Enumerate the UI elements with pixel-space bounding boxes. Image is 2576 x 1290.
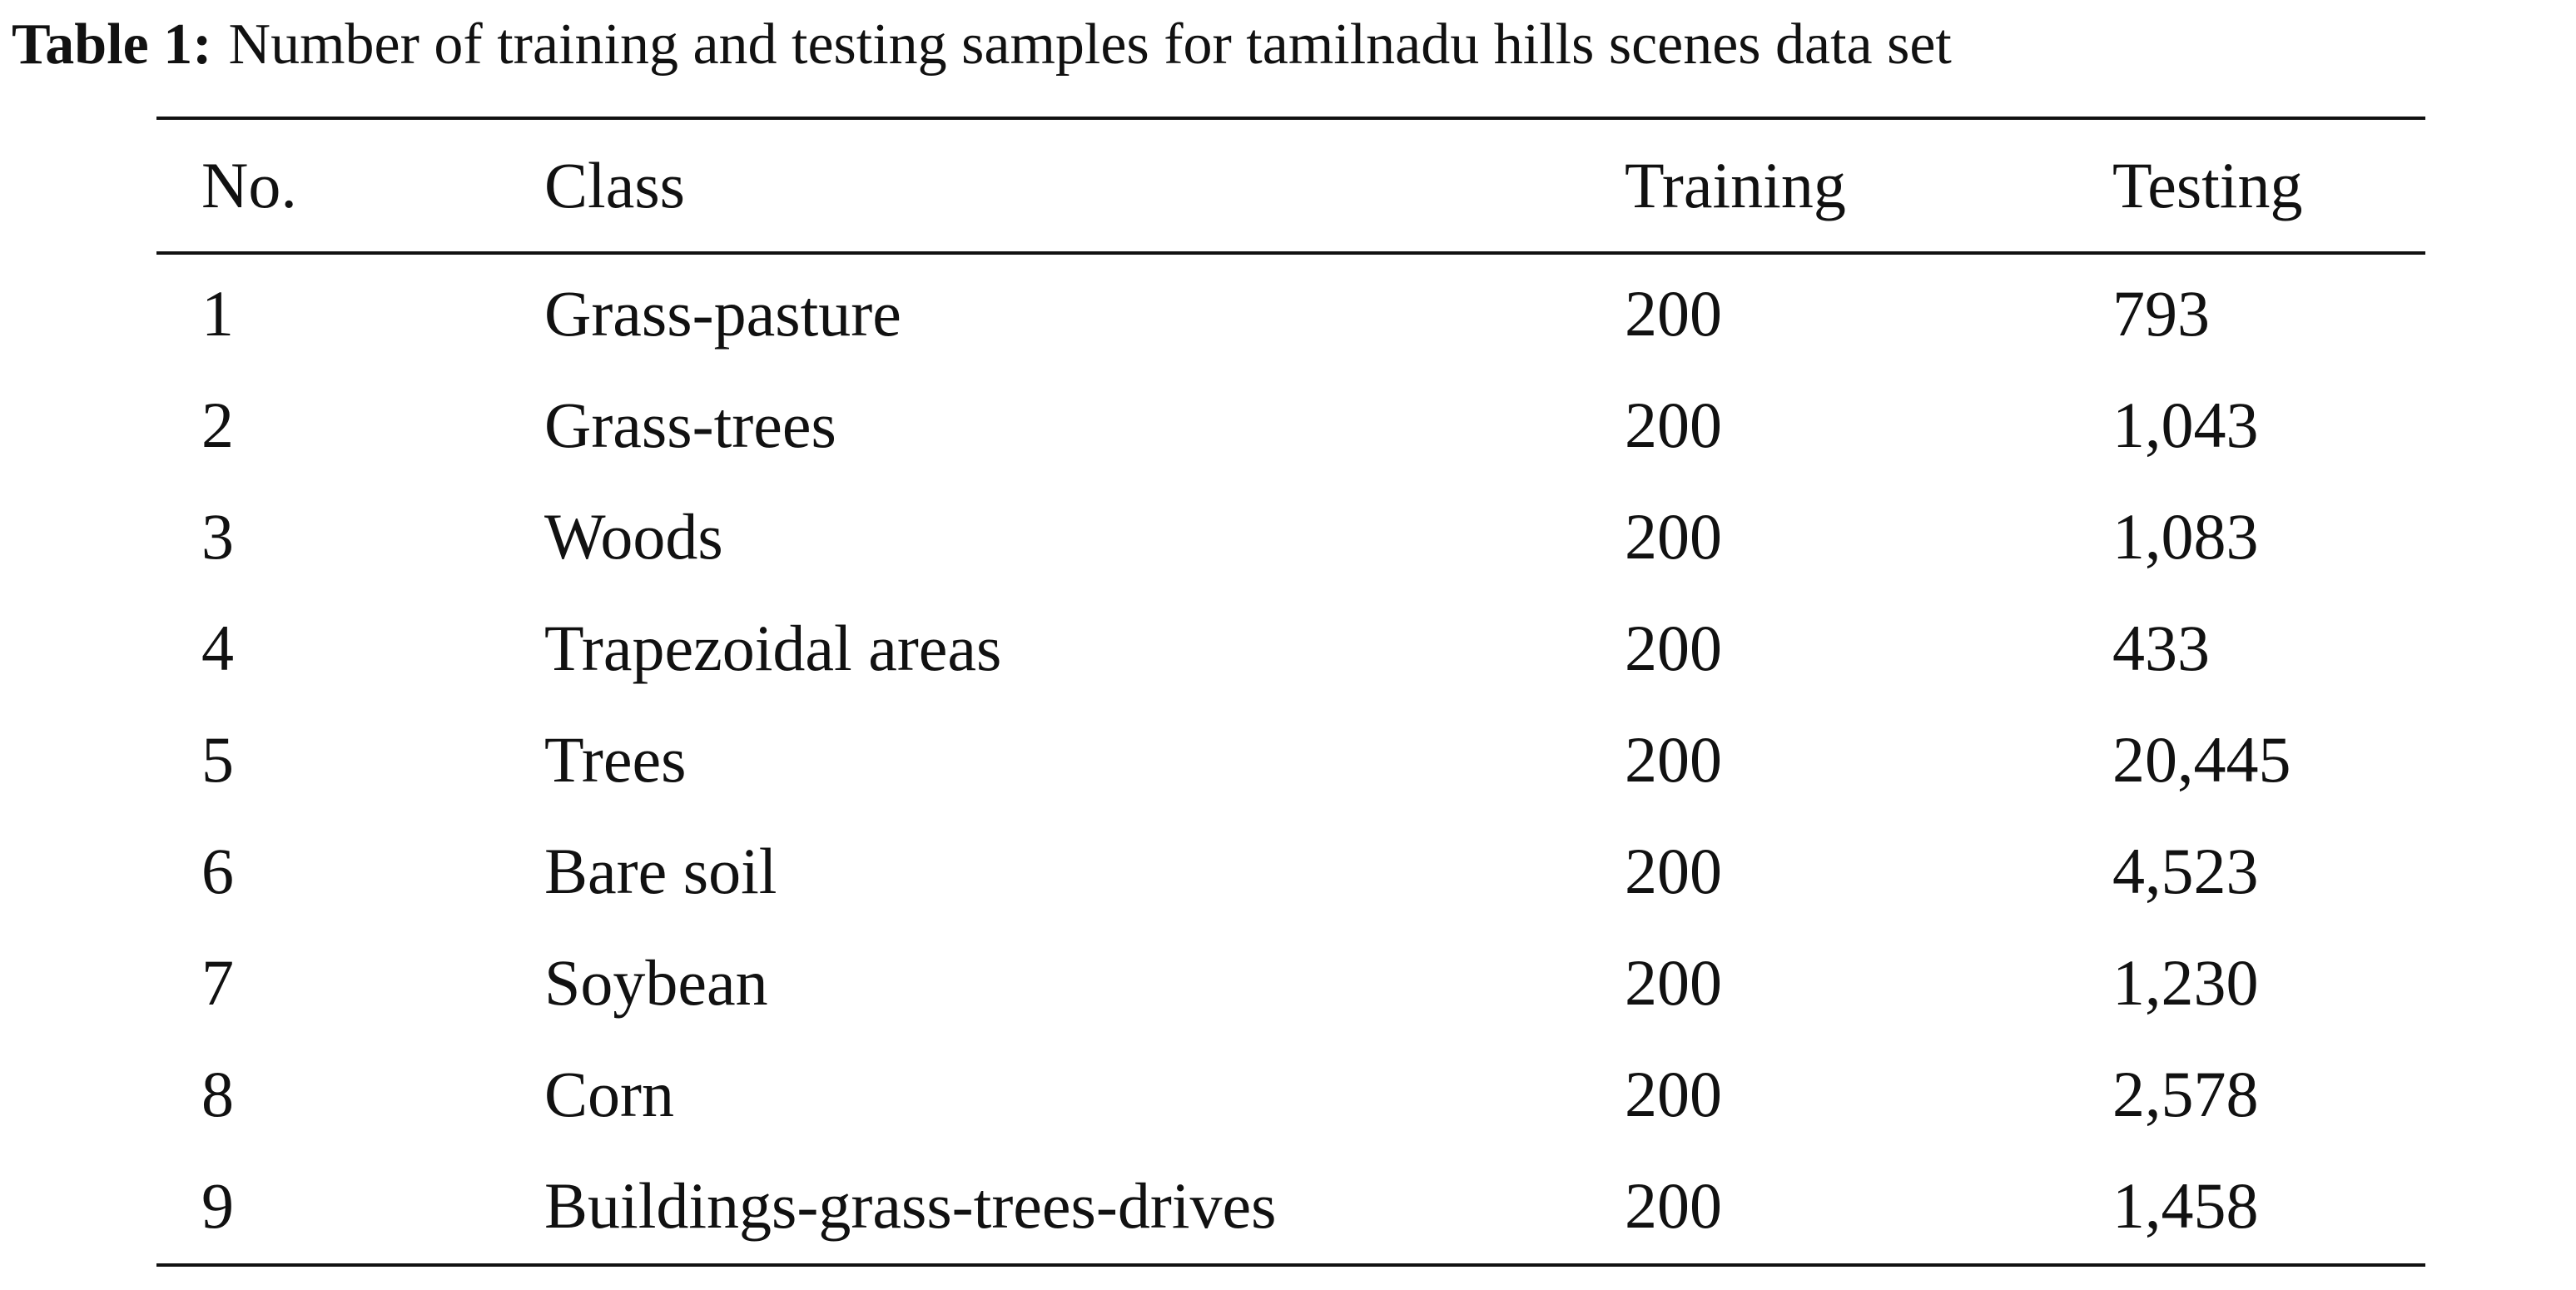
- cell-class: Buildings-grass-trees-drives: [544, 1169, 1277, 1242]
- cell-no: 5: [201, 723, 234, 796]
- cell-no: 1: [201, 277, 234, 350]
- cell-class: Trapezoidal areas: [544, 612, 1002, 684]
- cell-testing: 1,458: [2112, 1169, 2259, 1242]
- table-header-row: No. Class Training Testing: [156, 120, 2425, 251]
- cell-training: 200: [1625, 612, 1722, 684]
- cell-training: 200: [1625, 1169, 1722, 1242]
- cell-testing: 4,523: [2112, 835, 2259, 907]
- cell-no: 6: [201, 835, 234, 907]
- table-caption-label: Table 1:: [12, 12, 212, 77]
- cell-no: 3: [201, 500, 234, 573]
- cell-training: 200: [1625, 500, 1722, 573]
- header-no: No.: [201, 149, 297, 221]
- cell-class: Grass-trees: [544, 389, 836, 461]
- cell-class: Bare soil: [544, 835, 777, 907]
- cell-class: Woods: [544, 500, 723, 573]
- table-caption-text: Number of training and testing samples f…: [228, 12, 1952, 77]
- cell-class: Grass-pasture: [544, 277, 901, 350]
- table-caption: Table 1: Number of training and testing s…: [12, 10, 2567, 80]
- cell-testing: 1,230: [2112, 946, 2259, 1019]
- table-row: 7 Soybean 200 1,230: [156, 927, 2425, 1039]
- table-body: 1 Grass-pasture 200 793 2 Grass-trees 20…: [156, 255, 2425, 1263]
- cell-no: 8: [201, 1058, 234, 1130]
- cell-no: 2: [201, 389, 234, 461]
- table-row: 2 Grass-trees 200 1,043: [156, 370, 2425, 481]
- cell-training: 200: [1625, 723, 1722, 796]
- table-row: 1 Grass-pasture 200 793: [156, 258, 2425, 370]
- table-row: 6 Bare soil 200 4,523: [156, 816, 2425, 927]
- cell-training: 200: [1625, 277, 1722, 350]
- cell-training: 200: [1625, 1058, 1722, 1130]
- cell-testing: 433: [2112, 612, 2210, 684]
- cell-no: 4: [201, 612, 234, 684]
- table-row: 3 Woods 200 1,083: [156, 481, 2425, 593]
- cell-testing: 1,083: [2112, 500, 2259, 573]
- cell-training: 200: [1625, 389, 1722, 461]
- header-training: Training: [1625, 149, 1846, 221]
- header-testing: Testing: [2112, 149, 2303, 221]
- table-header-rule: [156, 251, 2425, 255]
- cell-class: Trees: [544, 723, 687, 796]
- cell-no: 7: [201, 946, 234, 1019]
- table-row: 5 Trees 200 20,445: [156, 704, 2425, 816]
- cell-no: 9: [201, 1169, 234, 1242]
- header-class: Class: [544, 149, 686, 221]
- table-row: 9 Buildings-grass-trees-drives 200 1,458: [156, 1150, 2425, 1262]
- cell-class: Corn: [544, 1058, 674, 1130]
- table-bottom-rule: [156, 1263, 2425, 1267]
- cell-training: 200: [1625, 835, 1722, 907]
- cell-training: 200: [1625, 946, 1722, 1019]
- cell-testing: 793: [2112, 277, 2210, 350]
- cell-testing: 20,445: [2112, 723, 2291, 796]
- table-top-rule: [156, 117, 2425, 120]
- cell-testing: 2,578: [2112, 1058, 2259, 1130]
- cell-class: Soybean: [544, 946, 768, 1019]
- table-row: 8 Corn 200 2,578: [156, 1039, 2425, 1150]
- samples-table: No. Class Training Testing 1 Grass-pastu…: [156, 117, 2425, 1267]
- table-row: 4 Trapezoidal areas 200 433: [156, 593, 2425, 704]
- cell-testing: 1,043: [2112, 389, 2259, 461]
